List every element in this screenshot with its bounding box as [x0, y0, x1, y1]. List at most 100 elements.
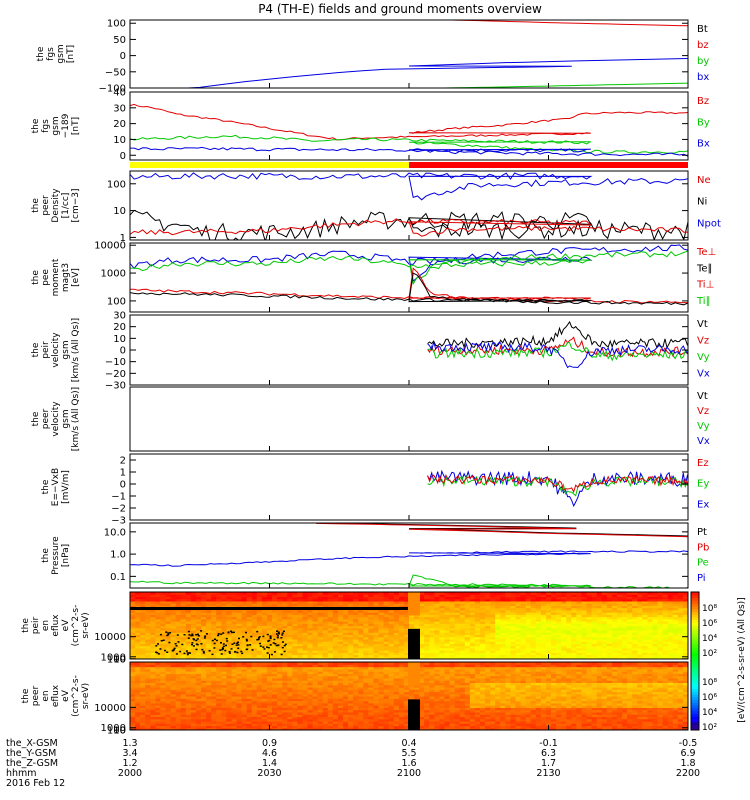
spectrogram-cell	[327, 625, 334, 629]
spectrogram-cell	[485, 592, 491, 595]
spectrogram-cell	[373, 634, 380, 638]
spectrogram-cell	[393, 623, 400, 627]
spectrogram-cell	[201, 673, 207, 677]
spectrogram-cell	[165, 643, 172, 647]
spectrogram-cell	[272, 727, 278, 730]
spectrogram-cell	[642, 634, 648, 638]
spectrogram-cell	[576, 607, 583, 611]
spectrogram-cell	[317, 686, 324, 690]
spectrogram-cell	[388, 627, 395, 631]
spectrogram-cell	[130, 650, 136, 653]
spectrogram-gap	[196, 638, 199, 640]
spectrogram-cell	[180, 691, 187, 695]
spectrogram-cell	[251, 656, 258, 659]
spectrogram-cell	[464, 616, 471, 620]
spectrogram-cell	[221, 693, 227, 697]
spectrogram-cell	[160, 614, 167, 618]
spectrogram-cell	[373, 618, 380, 622]
spectrogram-cell	[256, 711, 263, 715]
legend-entry: By	[697, 117, 710, 128]
spectrogram-cell	[449, 656, 456, 659]
spectrogram-gap	[186, 653, 189, 656]
spectrogram-cell	[419, 636, 425, 640]
spectrogram-cell	[322, 693, 329, 697]
spectrogram-cell	[190, 689, 197, 693]
spectrogram-cell	[581, 596, 588, 600]
spectrogram-cell	[272, 605, 278, 609]
spectrogram-cell	[576, 630, 583, 633]
spectrogram-cell	[211, 686, 217, 690]
spectrogram-cell	[130, 727, 136, 730]
spectrogram-cell	[419, 609, 425, 613]
spectrogram-cell	[551, 643, 557, 647]
spectrogram-cell	[297, 625, 304, 629]
spectrogram-cell	[403, 623, 410, 627]
spectrogram-cell	[251, 723, 258, 727]
spectrogram-cell	[327, 702, 334, 706]
spectrogram-cell	[150, 603, 156, 606]
spectrogram-cell	[140, 664, 146, 668]
spectrogram-cell	[236, 696, 243, 699]
spectrogram-cell	[175, 623, 182, 627]
spectrogram-cell	[388, 625, 395, 629]
spectrogram-cell	[282, 634, 288, 638]
spectrogram-cell	[378, 641, 385, 644]
spectrogram-cell	[596, 656, 603, 659]
spectrogram-cell	[586, 645, 593, 649]
spectrogram-gap	[262, 635, 265, 638]
spectrogram-cell	[682, 625, 688, 629]
spectrogram-cell	[530, 596, 537, 600]
spectrogram-cell	[596, 652, 603, 656]
spectrogram-cell	[261, 656, 268, 659]
spectrogram-cell	[135, 634, 141, 638]
spectrogram-cell	[677, 636, 684, 640]
spectrogram-cell	[292, 618, 298, 622]
spectrogram-cell	[561, 612, 567, 615]
spectrogram-cell	[251, 625, 258, 629]
spectrogram-cell	[221, 689, 227, 693]
spectrogram-cell	[434, 638, 441, 642]
spectrogram-cell	[546, 612, 552, 615]
spectrogram-cell	[185, 609, 192, 613]
spectrogram-cell	[327, 698, 334, 702]
spectrogram-cell	[317, 705, 324, 708]
spectrogram-cell	[251, 714, 258, 717]
spectrogram-cell	[419, 638, 425, 642]
spectrogram-cell	[556, 645, 562, 649]
spectrogram-cell	[378, 636, 385, 640]
spectrogram-cell	[363, 600, 369, 604]
spectrogram-gap	[183, 634, 186, 636]
spectrogram-cell	[647, 616, 654, 620]
spectrogram-cell	[343, 652, 349, 656]
spectrogram-cell	[180, 682, 187, 686]
spectrogram-cell	[272, 632, 278, 635]
spectrogram-cell	[637, 614, 643, 618]
spectrogram-cell	[226, 643, 233, 647]
spectrogram-cell	[282, 594, 288, 597]
spectrogram-cell	[657, 612, 664, 615]
spectrogram-cell	[277, 682, 283, 686]
spectrogram-cell	[180, 702, 187, 706]
spectrogram-cell	[480, 627, 486, 631]
spectrogram-cell	[449, 647, 456, 651]
spectrogram-cell	[332, 596, 339, 600]
spectrogram-cell	[221, 630, 227, 633]
spectrogram-cell	[272, 675, 278, 679]
spectrogram-gap	[220, 653, 223, 655]
spectrogram-cell	[312, 725, 319, 729]
spectrogram-cell	[525, 654, 532, 658]
spectrogram-cell	[398, 596, 405, 600]
spectrogram-cell	[657, 621, 664, 624]
spectrogram-cell	[322, 600, 329, 604]
y-axis-label-line: the	[31, 198, 41, 213]
spectrogram-cell	[277, 675, 283, 679]
spectrogram-cell	[322, 630, 329, 633]
spectrogram-cell	[190, 696, 197, 699]
spectrogram-cell	[515, 594, 522, 597]
spectrogram-cell	[145, 638, 151, 642]
spectrogram-cell	[358, 609, 364, 613]
spectrogram-cell	[530, 618, 537, 622]
spectrogram-cell	[652, 650, 659, 653]
legend-entry: Bx	[697, 139, 710, 150]
spectrogram-cell	[165, 691, 172, 695]
